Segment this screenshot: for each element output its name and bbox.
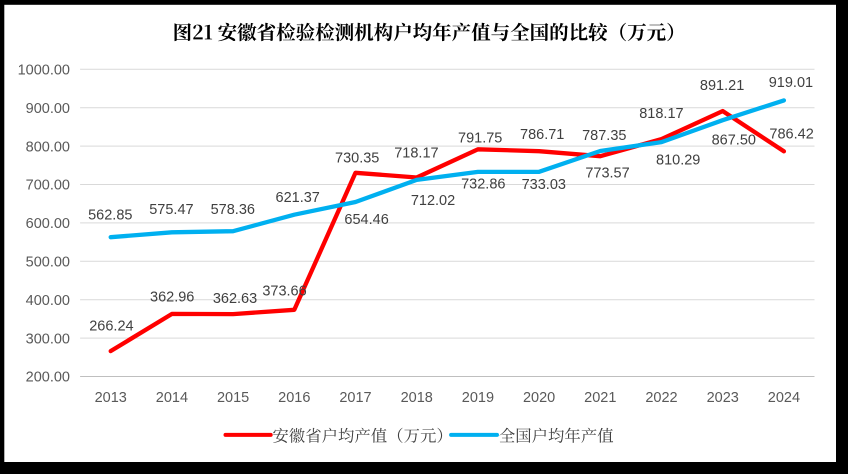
svg-text:800.00: 800.00 bbox=[26, 139, 70, 155]
svg-text:900.00: 900.00 bbox=[26, 101, 70, 117]
svg-text:730.35: 730.35 bbox=[335, 151, 379, 167]
svg-text:2018: 2018 bbox=[401, 390, 433, 406]
svg-text:712.02: 712.02 bbox=[411, 193, 455, 209]
svg-text:791.75: 791.75 bbox=[458, 130, 502, 146]
svg-text:362.96: 362.96 bbox=[150, 289, 194, 305]
svg-text:600.00: 600.00 bbox=[26, 216, 70, 232]
svg-text:891.21: 891.21 bbox=[700, 78, 744, 94]
svg-text:773.57: 773.57 bbox=[585, 165, 629, 181]
svg-text:786.42: 786.42 bbox=[769, 126, 813, 142]
svg-text:818.17: 818.17 bbox=[639, 106, 683, 122]
svg-text:2023: 2023 bbox=[707, 390, 739, 406]
svg-text:400.00: 400.00 bbox=[26, 293, 70, 309]
svg-text:2015: 2015 bbox=[217, 390, 249, 406]
svg-text:621.37: 621.37 bbox=[276, 190, 320, 206]
svg-text:2019: 2019 bbox=[462, 390, 494, 406]
svg-text:732.86: 732.86 bbox=[461, 176, 505, 192]
svg-text:2013: 2013 bbox=[95, 390, 127, 406]
svg-text:578.36: 578.36 bbox=[211, 202, 255, 218]
svg-text:2014: 2014 bbox=[156, 390, 188, 406]
svg-text:654.46: 654.46 bbox=[344, 212, 388, 228]
svg-text:266.24: 266.24 bbox=[89, 319, 133, 335]
svg-text:919.01: 919.01 bbox=[769, 75, 813, 91]
svg-text:362.63: 362.63 bbox=[213, 291, 257, 307]
svg-text:718.17: 718.17 bbox=[394, 145, 438, 161]
svg-text:200.00: 200.00 bbox=[26, 370, 70, 386]
svg-text:2020: 2020 bbox=[523, 390, 555, 406]
svg-text:867.50: 867.50 bbox=[712, 132, 756, 148]
svg-text:2022: 2022 bbox=[645, 390, 677, 406]
svg-text:500.00: 500.00 bbox=[26, 255, 70, 271]
svg-text:700.00: 700.00 bbox=[26, 178, 70, 194]
svg-text:1000.00: 1000.00 bbox=[18, 63, 70, 79]
svg-text:2024: 2024 bbox=[768, 390, 800, 406]
svg-text:2021: 2021 bbox=[584, 390, 616, 406]
svg-text:2016: 2016 bbox=[278, 390, 310, 406]
svg-text:300.00: 300.00 bbox=[26, 331, 70, 347]
svg-text:786.71: 786.71 bbox=[520, 127, 564, 143]
svg-text:575.47: 575.47 bbox=[149, 202, 193, 218]
svg-text:810.29: 810.29 bbox=[656, 153, 700, 169]
svg-text:733.03: 733.03 bbox=[522, 177, 566, 193]
svg-text:2017: 2017 bbox=[339, 390, 371, 406]
svg-text:787.35: 787.35 bbox=[582, 128, 626, 144]
svg-text:562.85: 562.85 bbox=[88, 207, 132, 223]
svg-text:373.66: 373.66 bbox=[262, 283, 306, 299]
